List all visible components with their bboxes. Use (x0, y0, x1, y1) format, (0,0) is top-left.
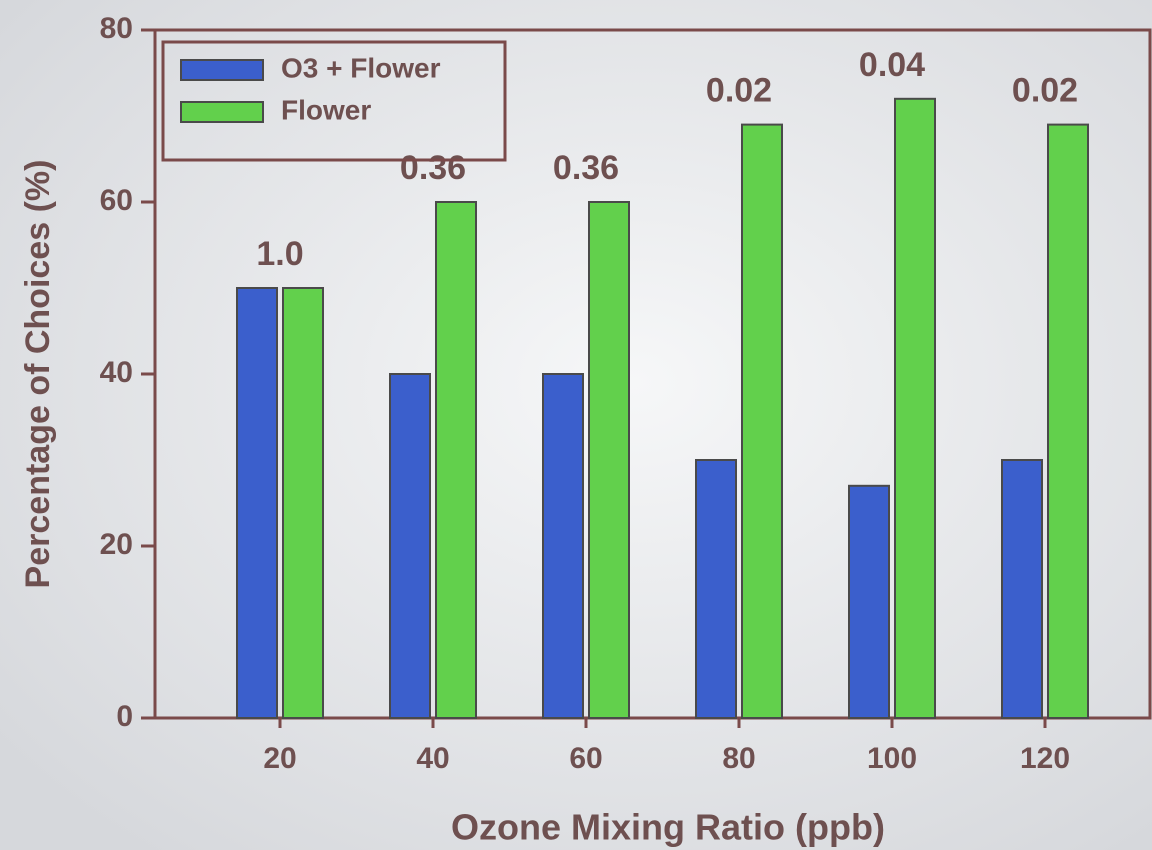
bar (389, 373, 431, 719)
legend-box (161, 40, 507, 162)
p-value-label: 0.36 (400, 149, 466, 187)
y-tick-label: 20 (100, 528, 133, 561)
bar (542, 373, 584, 719)
bar (1047, 123, 1089, 720)
bar (236, 287, 278, 719)
x-tick-label: 120 (1020, 742, 1070, 775)
y-tick-label: 80 (100, 12, 133, 45)
p-value-label: 0.02 (706, 72, 772, 110)
x-tick-label: 60 (569, 742, 602, 775)
p-value-label: 1.0 (256, 235, 303, 273)
legend-swatch (180, 101, 264, 123)
p-value-label: 0.02 (1012, 72, 1078, 110)
x-tick-label: 100 (867, 742, 917, 775)
legend-label: Flower (281, 94, 371, 125)
bar (741, 123, 783, 720)
bar (695, 459, 737, 719)
bar (848, 484, 890, 719)
x-tick-label: 40 (416, 742, 449, 775)
legend-swatch (180, 59, 264, 81)
bar (1001, 459, 1043, 719)
p-value-label: 0.04 (859, 46, 925, 84)
x-axis-label: Ozone Mixing Ratio (ppb) (451, 807, 885, 848)
y-tick-label: 40 (100, 356, 133, 389)
bar (894, 97, 936, 720)
x-tick-label: 80 (722, 742, 755, 775)
y-tick-label: 60 (100, 184, 133, 217)
y-tick-label: 0 (116, 700, 133, 733)
p-value-label: 0.36 (553, 149, 619, 187)
bar (282, 287, 324, 719)
bar (435, 201, 477, 719)
legend-label: O3 + Flower (281, 52, 441, 83)
bar (588, 201, 630, 719)
x-tick-label: 20 (263, 742, 296, 775)
y-axis-label: Percentage of Choices (%) (19, 160, 57, 589)
